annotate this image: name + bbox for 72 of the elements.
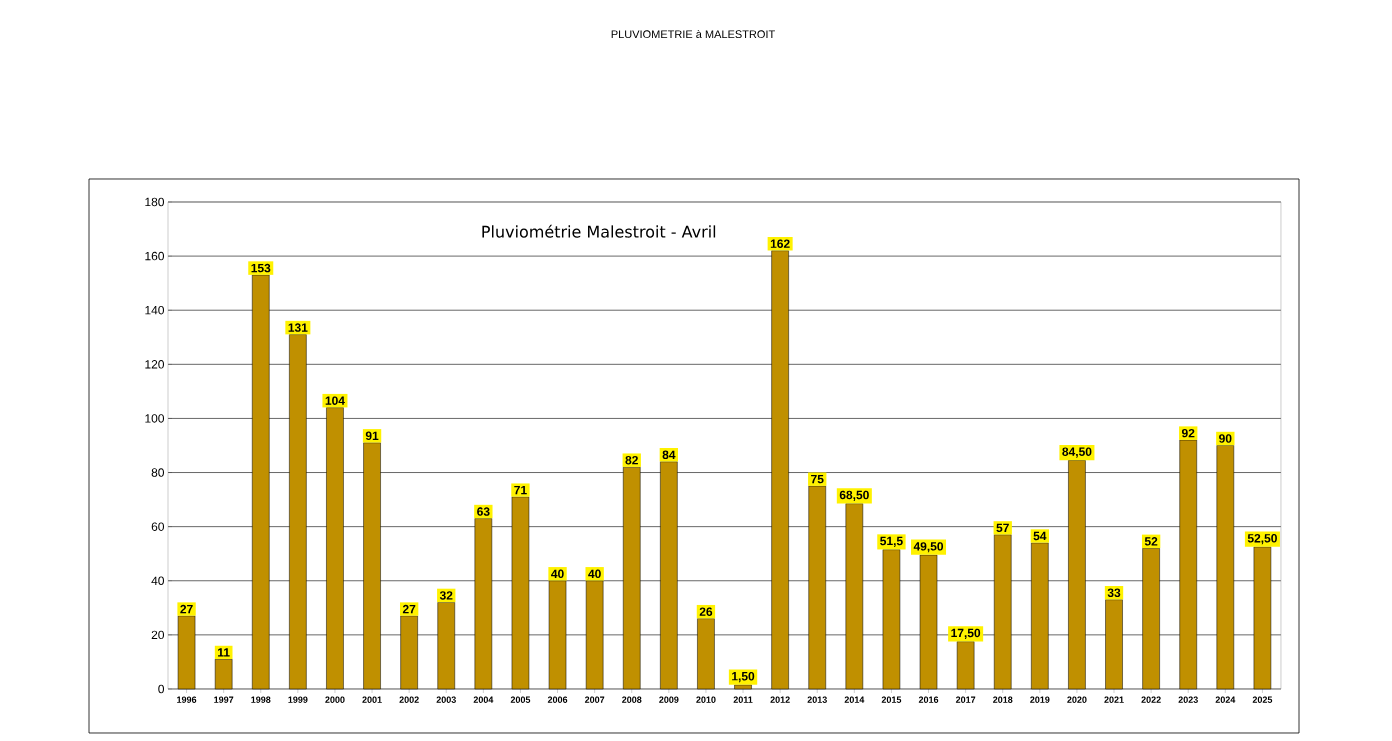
data-label: 51,5 <box>880 536 903 547</box>
data-label: 27 <box>402 604 416 614</box>
data-label: 11 <box>218 648 230 657</box>
chart-title: PLUVIOMETRIE à MALESTROIT <box>611 29 775 39</box>
data-label: 54 <box>1033 531 1047 541</box>
x-tick-label: 2009 <box>659 696 679 703</box>
data-label: 49,50 <box>913 542 944 553</box>
x-tick-label: 2020 <box>1067 696 1087 703</box>
x-tick-label: 2007 <box>584 696 605 703</box>
x-tick-label: 1997 <box>214 696 234 703</box>
y-tick-label: 120 <box>145 360 165 369</box>
data-label: 104 <box>325 396 345 405</box>
data-label: 84 <box>662 450 676 460</box>
data-label: 57 <box>996 523 1009 533</box>
data-label: 17,50 <box>951 628 981 639</box>
y-tick-label: 20 <box>151 630 165 640</box>
x-tick-label: 2025 <box>1252 696 1273 703</box>
x-tick-label: 1996 <box>177 696 197 703</box>
data-label: 27 <box>180 604 193 614</box>
data-label: 40 <box>588 569 601 579</box>
data-label: 52 <box>1144 537 1158 546</box>
x-tick-label: 2003 <box>436 696 456 703</box>
y-tick-label: 60 <box>151 522 165 531</box>
data-label: 52,50 <box>1247 534 1277 545</box>
x-tick-label: 1998 <box>251 696 271 703</box>
data-label: 32 <box>439 591 453 600</box>
data-label: 153 <box>251 263 271 273</box>
data-label: 82 <box>625 455 638 465</box>
y-tick-label: 160 <box>145 251 165 261</box>
x-tick-label: 2019 <box>1030 696 1050 703</box>
x-tick-label: 2022 <box>1141 696 1161 703</box>
data-label: 26 <box>699 607 713 616</box>
x-tick-label: 2015 <box>881 696 902 703</box>
data-label: 84,50 <box>1062 447 1092 458</box>
x-tick-label: 2021 <box>1104 696 1124 703</box>
x-tick-label: 2006 <box>547 696 568 703</box>
y-tick-label: 40 <box>151 576 165 585</box>
x-tick-label: 2010 <box>696 696 716 703</box>
y-tick-label: 140 <box>145 305 165 315</box>
x-tick-label: 1999 <box>288 696 308 703</box>
x-tick-label: 2016 <box>918 696 939 703</box>
data-label: 68,50 <box>839 490 869 501</box>
x-tick-label: 2000 <box>325 696 345 703</box>
data-label: 90 <box>1219 434 1232 443</box>
data-label: 63 <box>477 507 490 516</box>
x-tick-label: 2002 <box>399 696 419 703</box>
y-tick-label: 80 <box>151 468 165 477</box>
data-label: 33 <box>1107 588 1121 598</box>
data-label: 162 <box>770 239 790 248</box>
x-tick-label: 2001 <box>362 696 382 703</box>
y-tick-label: 180 <box>145 197 165 207</box>
x-tick-label: 2014 <box>844 696 865 703</box>
y-tick-label: 100 <box>145 414 165 423</box>
x-tick-label: 2011 <box>733 696 753 703</box>
x-tick-label: 2017 <box>955 696 976 703</box>
data-label: 75 <box>811 475 824 484</box>
x-tick-label: 2023 <box>1178 696 1198 703</box>
data-label: 131 <box>288 323 308 332</box>
x-tick-label: 2008 <box>622 696 642 703</box>
text: Pluviométrie Malestroit - Avril <box>482 224 716 238</box>
data-label: 1,50 <box>732 671 755 683</box>
data-label: 40 <box>551 569 564 579</box>
data-label: 71 <box>514 485 527 495</box>
x-tick-label: 2018 <box>993 696 1013 703</box>
x-tick-label: 2012 <box>770 696 790 703</box>
y-tick-label: 0 <box>158 684 165 694</box>
data-label: 91 <box>365 431 379 441</box>
x-tick-label: 2005 <box>510 696 531 703</box>
x-tick-label: 2013 <box>807 696 827 703</box>
x-tick-label: 2024 <box>1215 696 1236 703</box>
x-tick-label: 2004 <box>473 696 494 703</box>
data-label: 92 <box>1181 428 1195 438</box>
